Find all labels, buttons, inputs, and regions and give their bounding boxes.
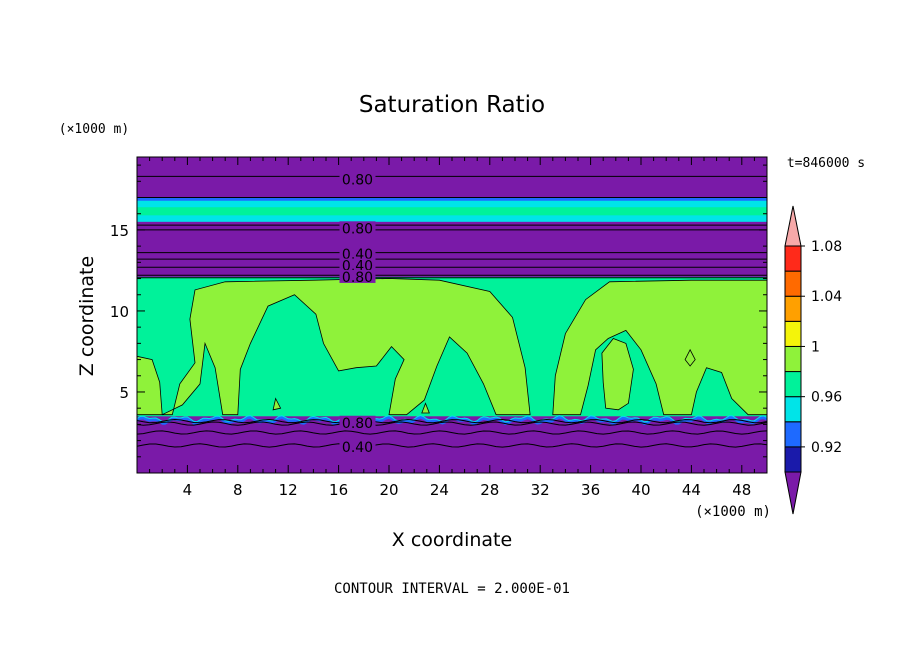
z-unit-label: (×1000 m) <box>59 122 129 137</box>
colorbar-box <box>784 320 802 347</box>
x-axis-title: X coordinate <box>392 529 512 551</box>
colorbar-box <box>784 345 802 373</box>
field-region-above-one-5 <box>684 348 696 367</box>
contour-label-bg <box>339 258 376 272</box>
x-tick-label: 4 <box>183 481 193 499</box>
colorbar-box <box>784 270 802 297</box>
x-tick-label: 20 <box>379 481 398 499</box>
contour-line <box>137 421 767 426</box>
contour-label: 0.80 <box>342 416 373 432</box>
y-axis-title: Z coordinate <box>76 256 98 376</box>
x-tick-label: 44 <box>682 481 701 499</box>
colorbar-box <box>784 295 802 322</box>
x-tick-label: 8 <box>233 481 243 499</box>
colorbar-arrow-top <box>784 205 802 247</box>
contour-lines <box>137 175 767 448</box>
field-boundary-blue <box>137 415 767 426</box>
contour-label-bg <box>339 172 376 186</box>
time-label: t=846000 s <box>787 156 865 171</box>
x-tick-label: 16 <box>329 481 348 499</box>
contour-label: 0.80 <box>342 270 373 286</box>
saturation-field <box>137 157 767 473</box>
y-tick-label: 5 <box>119 384 129 402</box>
colorbar-box <box>784 371 802 398</box>
x-tick-label: 40 <box>631 481 650 499</box>
colorbar-box <box>784 421 802 448</box>
x-tick-label: 32 <box>531 481 550 499</box>
contour-label-bg <box>339 269 376 283</box>
field-region-above-one-1 <box>137 355 163 416</box>
contour-label-bg <box>339 247 376 261</box>
x-tick-label: 12 <box>279 481 298 499</box>
field-region-above-one-3 <box>552 279 767 416</box>
colorbar-box <box>784 446 802 473</box>
colorbar-box <box>784 396 802 423</box>
contour-label: 0.80 <box>342 221 373 237</box>
contour-labels: 0.800.800.400.400.800.800.40 <box>339 172 376 456</box>
contour-label-bg <box>339 221 376 235</box>
contour-label: 0.80 <box>342 173 373 189</box>
y-tick-label: 15 <box>110 222 129 240</box>
colorbar-label: 0.92 <box>811 440 842 456</box>
colorbar-label: 0.96 <box>811 390 842 406</box>
chart-title: Saturation Ratio <box>359 92 545 118</box>
contour-label-bg <box>339 415 376 429</box>
contour-line <box>137 418 767 424</box>
contour-interval-note: CONTOUR INTERVAL = 2.000E-01 <box>334 581 570 597</box>
x-tick-label: 48 <box>732 481 751 499</box>
field-band-core <box>137 207 767 216</box>
colorbar-arrow-bottom <box>784 471 802 515</box>
field-region-above-one-7 <box>421 402 430 414</box>
field-region-above-one-6 <box>272 397 282 411</box>
colorbar-label: 1.04 <box>811 289 842 305</box>
contour-label-bg <box>339 440 376 454</box>
colorbar-box <box>784 245 802 272</box>
colorbar: 0.92 0.96 1 1.04 1.08 <box>784 205 842 515</box>
x-tick-label: 36 <box>581 481 600 499</box>
colorbar-label: 1.08 <box>811 239 842 255</box>
x-tick-label: 24 <box>430 481 449 499</box>
field-boundary-cyan <box>137 414 767 423</box>
colorbar-label: 1 <box>811 339 820 355</box>
field-region-above-one-2 <box>162 278 531 416</box>
x-tick-label: 28 <box>480 481 499 499</box>
x-unit-label: (×1000 m) <box>695 504 771 520</box>
contour-line <box>137 443 767 448</box>
y-tick-label: 10 <box>110 303 129 321</box>
contour-label: 0.40 <box>342 440 373 456</box>
field-region-above-one-4 <box>601 338 634 411</box>
contour-line <box>137 430 767 435</box>
